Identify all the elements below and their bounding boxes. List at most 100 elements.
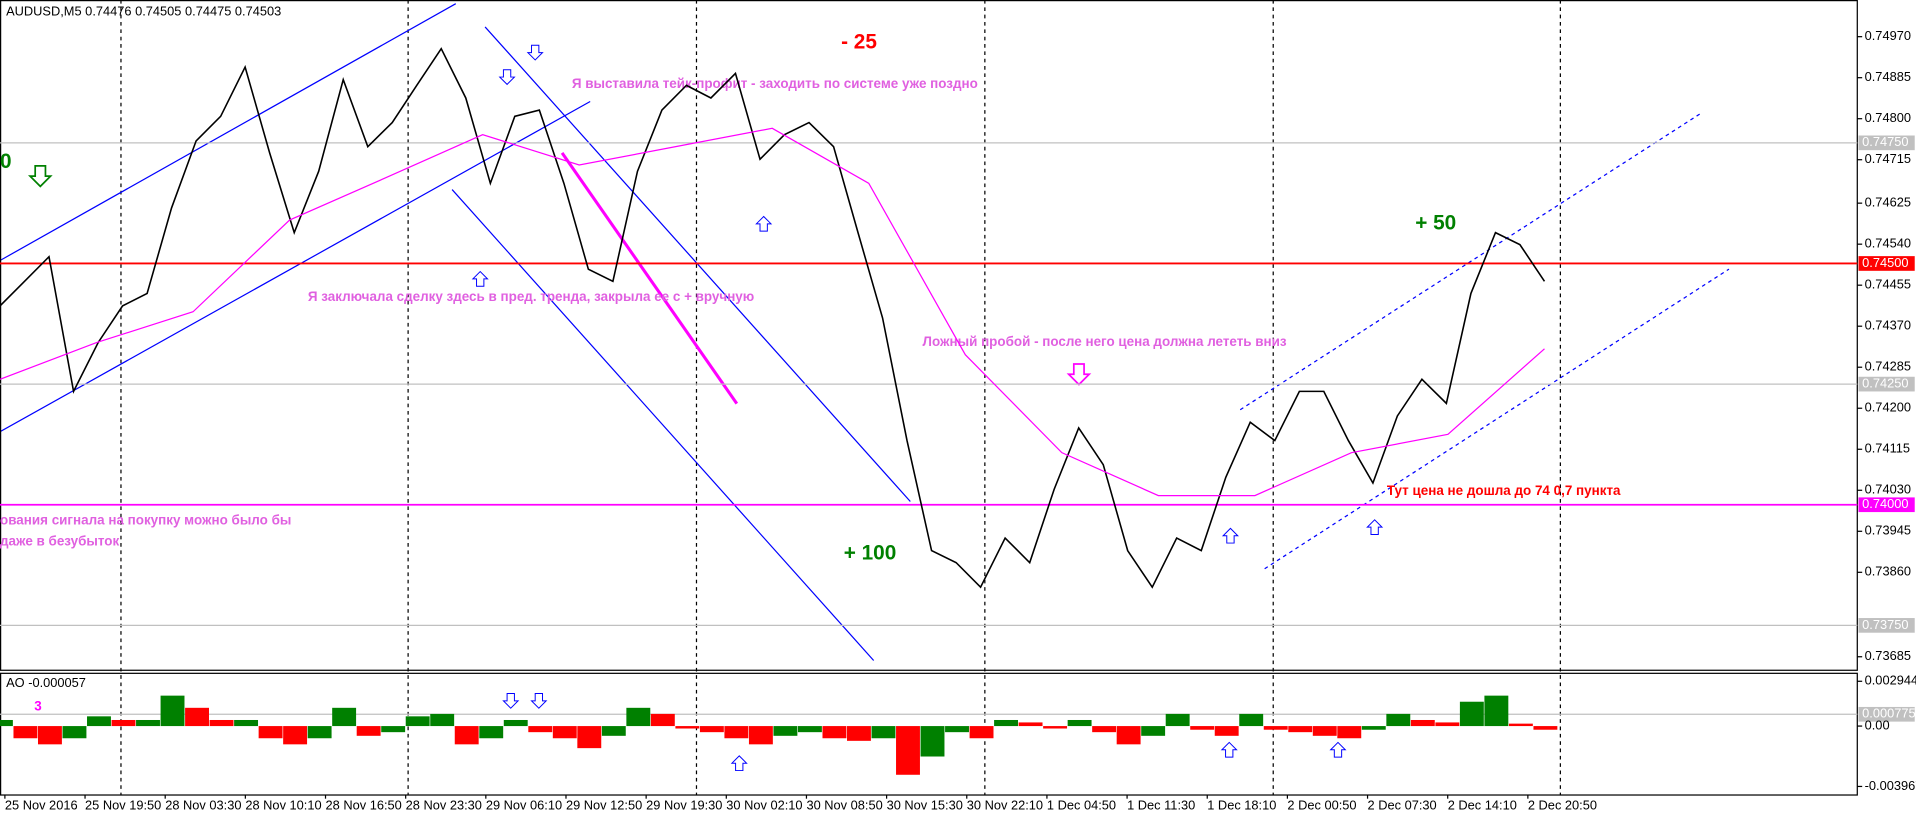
y-tick-label: 0.002944 (1865, 673, 1916, 688)
ao-bar (920, 726, 945, 757)
ao-bar (160, 695, 185, 727)
x-tick-label: 28 Nov 16:50 (326, 797, 402, 812)
ao-bar (552, 726, 577, 739)
ao-bar (675, 726, 700, 729)
x-tick-label: 28 Nov 23:30 (406, 797, 482, 812)
x-tick-label: 28 Nov 03:30 (165, 797, 241, 812)
ao-bar (699, 726, 724, 733)
ao-bar (1214, 726, 1239, 736)
ao-bar (577, 726, 602, 749)
ao-bar (1116, 726, 1141, 745)
annotation: + 50 (1415, 211, 1456, 234)
ao-bar (405, 716, 430, 727)
ao-bar (1263, 726, 1288, 730)
annotation: Я заключала сделку здесь в пред. тренда,… (308, 289, 754, 304)
annotation: Я выставила тейк-профит - заходить по си… (572, 76, 978, 91)
level-label-box (1858, 618, 1915, 633)
ao-bar (430, 713, 455, 727)
level-label: 0.74500 (1862, 255, 1908, 270)
ao-bar (283, 726, 308, 745)
ao-bar (209, 719, 234, 727)
y-tick-label: 0.73685 (1865, 648, 1911, 663)
ao-bar (185, 707, 209, 727)
level-label-box (1858, 376, 1915, 392)
ao-bar (1533, 726, 1558, 730)
ao-bar (969, 726, 994, 739)
ao-bar (0, 719, 13, 727)
y-tick-label: 0.74200 (1865, 400, 1911, 415)
level-label-box (1858, 256, 1915, 271)
y-tick-label: 0.74370 (1865, 318, 1911, 333)
ao-bar (1361, 726, 1386, 730)
annotation: 3 (34, 698, 41, 713)
annotation: + 100 (844, 542, 897, 565)
ao-bar (1484, 695, 1509, 727)
ao-bar (847, 726, 871, 741)
level-label-box (1858, 135, 1915, 151)
trend-line (560, 152, 739, 405)
ao-bar (332, 707, 357, 727)
ao-bar (1239, 713, 1264, 727)
annotation: даже в безубыток (0, 533, 119, 548)
x-tick-label: 1 Dec 04:50 (1047, 797, 1116, 812)
y-tick-label: 0.74800 (1865, 110, 1911, 125)
level-label: 0.74250 (1862, 375, 1908, 390)
y-tick-label: 0.00 (1865, 717, 1890, 732)
ao-bar (381, 726, 406, 733)
ao-bar (87, 716, 111, 727)
x-tick-label: 1 Dec 18:10 (1207, 797, 1276, 812)
ao-bar (1018, 722, 1043, 727)
ao-bar (1043, 726, 1068, 729)
ao-bar (945, 726, 969, 733)
y-tick-label: 0.74030 (1865, 482, 1911, 497)
x-tick-label: 29 Nov 06:10 (486, 797, 562, 812)
time-grid (120, 0, 1561, 796)
indicator-title: AO -0.000057 (6, 675, 86, 690)
ao-bar (748, 726, 773, 745)
ao-bar (822, 726, 847, 739)
y-tick-label: 0.74625 (1865, 195, 1911, 210)
ao-bar (1165, 713, 1190, 727)
y-tick-label: 0.74885 (1865, 69, 1911, 84)
ao-bar (1410, 719, 1435, 727)
ao-bar (307, 726, 332, 739)
level-label: 0.74750 (1862, 134, 1908, 149)
ao-bar (1141, 726, 1166, 736)
ao-bar (650, 713, 675, 727)
x-tick-label: 28 Nov 10:10 (245, 797, 321, 812)
x-tick-label: 29 Nov 12:50 (566, 797, 642, 812)
level-label: 0.74000 (1862, 496, 1908, 511)
ao-bar (773, 726, 798, 736)
ao-bar (13, 726, 38, 739)
chart-title: AUDUSD,M5 0.74476 0.74505 0.74475 0.7450… (6, 4, 281, 19)
ao-bar (528, 726, 553, 733)
ao-bar (62, 726, 87, 739)
ao-bar (1435, 722, 1460, 727)
ao-bar (454, 726, 479, 745)
ao-bar (994, 719, 1019, 727)
ao-bar (626, 707, 651, 727)
ao-bar (1092, 726, 1117, 733)
ao-bar (724, 726, 749, 739)
y-tick-label: 0.74715 (1865, 151, 1911, 166)
y-tick-label: 0.74285 (1865, 359, 1911, 374)
x-tick-label: 2 Dec 14:10 (1448, 797, 1517, 812)
x-tick-label: 29 Nov 19:30 (646, 797, 722, 812)
ao-bar (601, 726, 626, 736)
annotation: 0 (0, 150, 12, 173)
x-tick-label: 2 Dec 20:50 (1528, 797, 1597, 812)
x-tick-label: 30 Nov 08:50 (806, 797, 882, 812)
ao-bar (1312, 726, 1337, 736)
x-tick-label: 25 Nov 19:50 (85, 797, 161, 812)
x-tick-label: 2 Dec 07:30 (1368, 797, 1437, 812)
ao-bar (503, 719, 528, 727)
ao-bar (37, 726, 62, 745)
x-tick-label: 2 Dec 00:50 (1287, 797, 1356, 812)
price-series (0, 127, 1545, 497)
ao-bar (136, 719, 160, 727)
level-label: 0.73750 (1862, 617, 1908, 632)
annotation: ования сигнала на покупку можно было бы (0, 513, 291, 528)
x-tick-label: 30 Nov 02:10 (726, 797, 802, 812)
y-tick-label: 0.74970 (1865, 28, 1911, 43)
